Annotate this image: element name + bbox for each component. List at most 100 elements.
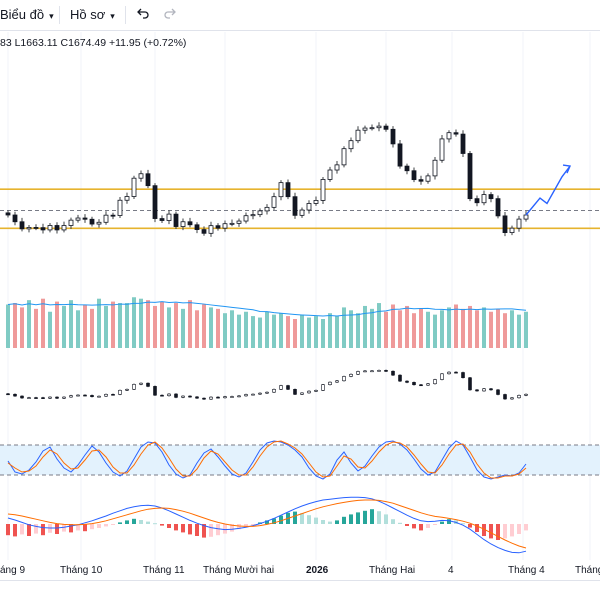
macd-histogram-bar	[433, 524, 437, 525]
candle-down	[159, 218, 165, 221]
volume-bar	[265, 311, 269, 348]
volume-bar	[405, 305, 409, 348]
mini-candle	[90, 395, 94, 397]
undo-button[interactable]	[136, 6, 150, 23]
macd-histogram-bar	[20, 524, 24, 535]
candle-up	[250, 214, 256, 217]
volume-bar	[111, 301, 115, 348]
macd-histogram-bar	[34, 524, 38, 534]
mini-candle	[160, 394, 164, 397]
volume-bar	[230, 310, 234, 348]
volume-bar	[524, 311, 528, 348]
macd-histogram-bar	[482, 524, 486, 536]
candle-down	[411, 170, 417, 181]
candle-up	[481, 194, 487, 204]
mini-candle	[356, 371, 360, 375]
mini-candle	[412, 382, 416, 386]
volume-bar	[447, 307, 451, 348]
volume-bar	[69, 300, 73, 348]
candle-down	[502, 215, 508, 233]
volume-bar	[258, 317, 262, 348]
candle-up	[103, 214, 109, 223]
mini-candle	[237, 395, 241, 398]
mini-candle	[447, 371, 451, 375]
volume-bar	[216, 308, 220, 348]
macd-histogram-bar	[125, 520, 129, 524]
mini-candle	[307, 390, 311, 394]
volume-bar	[391, 304, 395, 348]
mini-candle	[34, 397, 38, 399]
volume-bar	[279, 313, 283, 348]
mini-candle	[286, 385, 290, 390]
mini-candle	[125, 388, 129, 391]
macd-histogram-bar	[426, 524, 430, 528]
macd-histogram-bar	[496, 524, 500, 540]
macd-histogram-bar	[202, 524, 206, 538]
macd-histogram-bar	[384, 514, 388, 524]
candle-up	[243, 215, 249, 222]
volume-bar	[139, 298, 143, 348]
volume-bar	[300, 314, 304, 348]
candle-up	[432, 159, 438, 177]
volume-bar	[48, 311, 52, 348]
macd-histogram-bar	[55, 524, 59, 534]
mini-candle	[363, 370, 367, 373]
volume-bar	[510, 310, 514, 348]
candle-up	[180, 221, 186, 227]
mini-candle	[342, 376, 346, 382]
macd-histogram-bar	[377, 511, 381, 524]
macd-histogram-bar	[447, 519, 451, 524]
candle-down	[173, 213, 179, 227]
candle-down	[397, 143, 403, 167]
candle-up	[257, 210, 263, 216]
candle-down	[194, 224, 200, 230]
toolbar-divider	[59, 6, 60, 24]
macd-histogram-bar	[489, 524, 493, 539]
candle-up	[96, 221, 102, 225]
candle-up	[47, 225, 53, 231]
volume-bar	[356, 313, 360, 348]
toolbar-divider	[125, 6, 126, 24]
candle-up	[75, 217, 81, 221]
macd-histogram-bar	[265, 520, 269, 524]
macd-histogram-bar	[300, 513, 304, 524]
mini-candle	[181, 395, 185, 398]
redo-button[interactable]	[163, 6, 177, 23]
macd-histogram-bar	[475, 524, 479, 532]
mini-candle	[202, 397, 206, 400]
macd-histogram-bar	[76, 524, 80, 531]
mini-candle	[76, 394, 80, 397]
profile-menu-button[interactable]: Hồ sơ ▾	[70, 7, 115, 22]
macd-histogram-bar	[279, 515, 283, 524]
volume-bar	[13, 303, 17, 348]
volume-bar	[41, 298, 45, 348]
volume-bar	[76, 310, 80, 348]
chart-menu-button[interactable]: Biểu đồ ▾	[0, 7, 54, 22]
mini-candle	[405, 380, 409, 383]
macd-histogram-bar	[188, 524, 192, 535]
macd-histogram-bar	[468, 524, 472, 528]
mini-candle	[517, 395, 521, 399]
volume-bar	[286, 316, 290, 348]
mini-candle	[174, 393, 178, 398]
volume-bar	[62, 305, 66, 348]
x-axis-label: 2026	[306, 565, 329, 576]
x-axis-label: Tháng	[575, 565, 600, 576]
mini-candle	[440, 373, 444, 380]
candle-up	[68, 219, 74, 226]
mini-candle	[83, 394, 87, 397]
chart-canvas[interactable]	[0, 0, 600, 580]
volume-bar	[384, 311, 388, 348]
candle-down	[145, 173, 151, 187]
mini-candle	[48, 396, 52, 399]
volume-bar	[335, 316, 339, 348]
mini-candle	[258, 392, 262, 395]
candle-up	[299, 209, 305, 216]
volume-bar	[489, 311, 493, 348]
volume-bar	[146, 300, 150, 348]
macd-histogram-bar	[223, 524, 227, 534]
candle-down	[5, 212, 11, 216]
chevron-down-icon: ▾	[49, 11, 54, 21]
macd-histogram-bar	[160, 524, 164, 526]
mini-candle	[461, 372, 465, 379]
